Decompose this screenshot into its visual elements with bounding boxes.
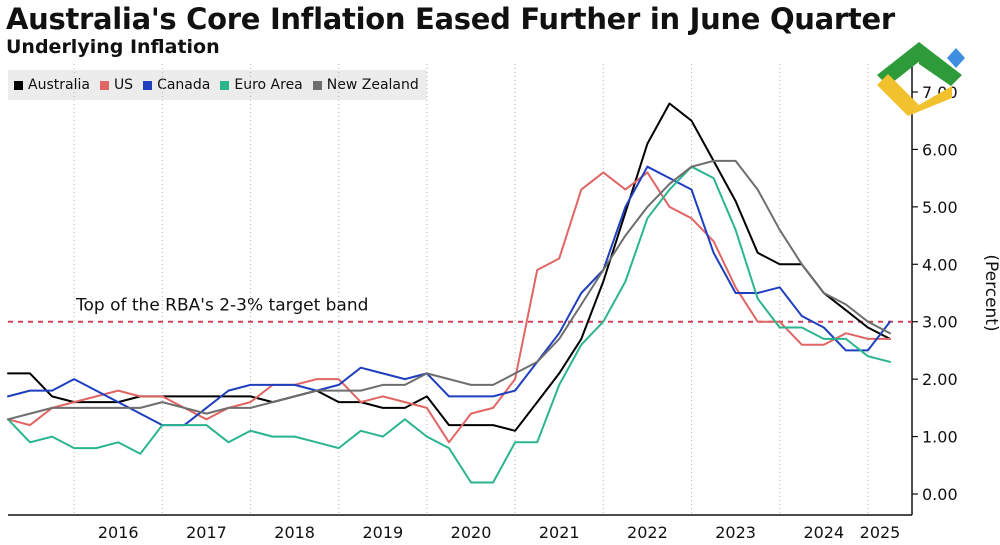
- legend-label: US: [113, 77, 134, 93]
- reference-line-group: Top of the RBA's 2-3% target band: [8, 296, 912, 323]
- chart-title: Australia's Core Inflation Eased Further…: [6, 2, 895, 36]
- logo-green-stroke-right: [919, 42, 962, 86]
- chart-legend: Australia US Canada Euro Area New Zealand: [8, 70, 427, 100]
- legend-swatch: [99, 80, 109, 90]
- y-tick-label: 0.00: [922, 485, 958, 504]
- x-axis-ticks: 2016 2017 2018 2019 2020 2021 2022 2023 2024 2025: [98, 523, 900, 542]
- x-tick-label: 2018: [274, 523, 315, 542]
- y-tick-label: 4.00: [922, 255, 958, 274]
- y-tick-label: 5.00: [922, 198, 958, 217]
- legend-swatch: [312, 80, 322, 90]
- reference-line-label: Top of the RBA's 2-3% target band: [75, 296, 368, 316]
- series-line-australia: [7, 102, 891, 432]
- y-tick-label: 3.00: [922, 313, 958, 332]
- legend-label: Canada: [157, 77, 211, 93]
- x-tick-label: 2022: [627, 523, 668, 542]
- x-tick-label: 2019: [362, 523, 403, 542]
- y-axis-label: (Percent): [981, 254, 1000, 331]
- chart-gridlines: [8, 64, 913, 516]
- logo-yellow-stroke: [877, 74, 919, 116]
- series-lines: [7, 102, 891, 484]
- x-tick-label: 2023: [715, 523, 756, 542]
- x-tick-label: 2016: [98, 523, 139, 542]
- series-line-canada: [7, 165, 891, 427]
- legend-swatch: [14, 80, 23, 90]
- legend-swatch: [220, 80, 230, 90]
- legend-item: US: [99, 77, 134, 93]
- legend-label: New Zealand: [326, 77, 419, 93]
- legend-item: Canada: [143, 77, 210, 93]
- legend-label: Euro Area: [234, 77, 303, 93]
- legend-swatch: [143, 80, 153, 90]
- brand-logo: [877, 42, 965, 116]
- logo-yellow-stroke-right: [908, 86, 952, 116]
- y-tick-label: 6.00: [922, 140, 958, 159]
- x-tick-label: 2025: [860, 523, 901, 542]
- chart-subtitle: Underlying Inflation: [6, 36, 220, 58]
- y-axis-ticks: 0.001.002.003.004.005.006.007.00: [912, 83, 958, 504]
- x-tick-label: 2024: [803, 523, 844, 542]
- series-line-new-zealand: [7, 159, 891, 421]
- logo-blue-mark: [947, 48, 965, 68]
- x-tick-label: 2020: [451, 523, 492, 542]
- x-tick-label: 2021: [539, 523, 580, 542]
- series-line-us: [7, 171, 891, 444]
- y-tick-label: 2.00: [922, 370, 958, 389]
- legend-item: New Zealand: [312, 77, 419, 93]
- logo-green-stroke: [877, 42, 930, 86]
- series-line-euro-area: [7, 165, 891, 484]
- legend-item: Euro Area: [220, 77, 303, 93]
- x-tick-label: 2017: [186, 523, 227, 542]
- y-tick-label: 1.00: [922, 428, 958, 447]
